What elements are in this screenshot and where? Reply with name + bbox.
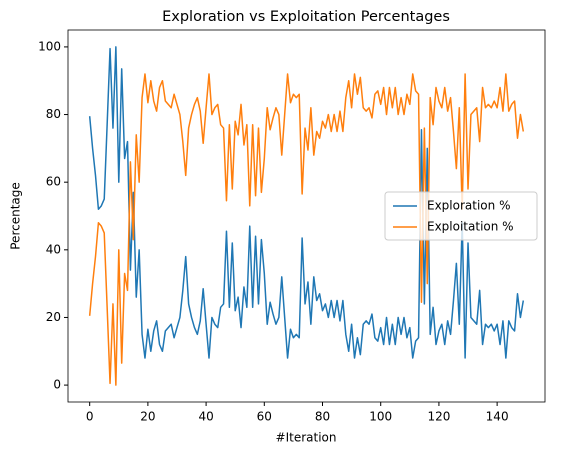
y-axis-label: Percentage [9, 182, 23, 250]
x-tick-label: 40 [198, 410, 213, 424]
y-tick-label: 60 [46, 175, 61, 189]
y-tick-label: 0 [53, 378, 61, 392]
x-tick-label: 0 [86, 410, 94, 424]
y-tick-label: 40 [46, 242, 61, 256]
x-tick-label: 120 [427, 410, 450, 424]
legend-label: Exploitation % [427, 220, 514, 234]
y-tick-label: 20 [46, 310, 61, 324]
y-tick-label: 80 [46, 107, 61, 121]
chart-title: Exploration vs Exploitation Percentages [162, 9, 450, 25]
plot-frame [67, 29, 546, 403]
x-tick-label: 20 [140, 410, 155, 424]
series-line [88, 73, 525, 386]
legend-box [384, 191, 538, 241]
x-tick-label: 100 [369, 410, 392, 424]
x-tick-label: 60 [257, 410, 272, 424]
x-axis-label: #Iteration [276, 431, 337, 445]
series-line [88, 46, 525, 359]
y-tick-label: 100 [38, 39, 61, 53]
legend-label: Exploration % [427, 199, 510, 213]
x-tick-label: 80 [315, 410, 330, 424]
x-tick-label: 140 [486, 410, 509, 424]
